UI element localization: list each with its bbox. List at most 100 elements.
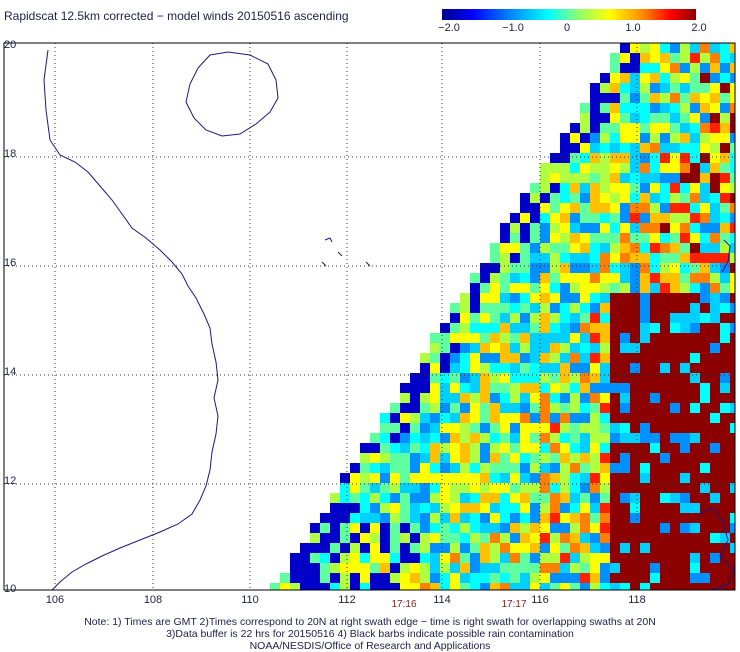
swath-cell: [560, 213, 570, 223]
swath-cell: [540, 253, 550, 263]
swath-cell: [580, 483, 590, 493]
swath-cell: [610, 223, 620, 233]
swath-cell: [690, 453, 700, 463]
swath-cell: [520, 473, 530, 483]
swath-cell: [600, 213, 610, 223]
time-labels: 17:16 17:17: [391, 599, 526, 610]
swath-cell: [630, 183, 640, 193]
swath-cell: [480, 293, 490, 303]
swath-cell: [530, 453, 540, 463]
swath-cell: [670, 473, 680, 483]
swath-cell: [300, 543, 310, 553]
swath-cell: [720, 513, 730, 523]
swath-cell: [390, 423, 400, 433]
swath-cell: [540, 533, 550, 543]
swath-cell: [730, 243, 735, 253]
swath-cell: [540, 243, 550, 253]
swath-cell: [510, 243, 520, 253]
swath-cell: [430, 583, 440, 590]
swath-cell: [620, 73, 630, 83]
swath-cell: [460, 553, 470, 563]
swath-cell: [520, 393, 530, 403]
swath-cell: [440, 443, 450, 453]
swath-cell: [520, 513, 530, 523]
swath-cell: [440, 493, 450, 503]
swath-cell: [700, 363, 710, 373]
swath-cell: [690, 233, 700, 243]
swath-cell: [430, 513, 440, 523]
swath-cell: [670, 233, 680, 243]
swath-cell: [730, 423, 735, 433]
swath-cell: [290, 573, 300, 583]
swath-cell: [520, 243, 530, 253]
swath-cell: [600, 493, 610, 503]
swath-cell: [510, 543, 520, 553]
swath-cell: [730, 53, 735, 63]
hainan-coastline: [185, 51, 279, 137]
swath-cell: [580, 293, 590, 303]
swath-cell: [640, 153, 650, 163]
swath-cell: [560, 573, 570, 583]
swath-cell: [600, 343, 610, 353]
swath-cell: [600, 543, 610, 553]
swath-cell: [470, 513, 480, 523]
swath-cell: [640, 143, 650, 153]
swath-cell: [570, 123, 580, 133]
swath-cell: [440, 373, 450, 383]
swath-cell: [660, 243, 670, 253]
swath-cell: [660, 353, 670, 363]
swath-cell: [530, 383, 540, 393]
swath-cell: [610, 553, 620, 563]
swath-cell: [650, 383, 660, 393]
swath-cell: [480, 333, 490, 343]
swath-cell: [660, 173, 670, 183]
swath-cell: [670, 553, 680, 563]
swath-cell: [500, 243, 510, 253]
swath-cell: [510, 343, 520, 353]
swath-cell: [600, 223, 610, 233]
swath-cell: [640, 53, 650, 63]
swath-cell: [470, 533, 480, 543]
swath-cell: [670, 123, 680, 133]
swath-cell: [610, 63, 620, 73]
swath-cell: [660, 143, 670, 153]
swath-cell: [630, 53, 640, 63]
swath-cell: [660, 583, 670, 590]
swath-cell: [700, 493, 710, 503]
swath-cell: [400, 513, 410, 523]
swath-cell: [670, 413, 680, 423]
swath-cell: [730, 553, 735, 563]
swath-cell: [390, 453, 400, 463]
swath-cell: [610, 473, 620, 483]
swath-cell: [430, 393, 440, 403]
swath-cell: [710, 193, 720, 203]
swath-cell: [520, 313, 530, 323]
swath-cell: [590, 483, 600, 493]
swath-cell: [410, 433, 420, 443]
swath-cell: [500, 313, 510, 323]
swath-cell: [560, 563, 570, 573]
swath-cell: [640, 383, 650, 393]
swath-cell: [350, 493, 360, 503]
swath-cell: [710, 323, 720, 333]
swath-cell: [440, 533, 450, 543]
swath-cell: [690, 493, 700, 503]
swath-cell: [480, 393, 490, 403]
swath-cell: [600, 433, 610, 443]
swath-cell: [650, 233, 660, 243]
swath-cell: [530, 283, 540, 293]
swath-cell: [460, 303, 470, 313]
swath-cell: [590, 243, 600, 253]
swath-cell: [570, 273, 580, 283]
swath-cell: [620, 63, 630, 73]
swath-cell: [730, 263, 735, 273]
swath-cell: [630, 513, 640, 523]
swath-cell: [410, 493, 420, 503]
swath-cell: [360, 533, 370, 543]
swath-cell: [560, 363, 570, 373]
swath-cell: [590, 213, 600, 223]
swath-cell: [480, 473, 490, 483]
swath-cell: [460, 403, 470, 413]
swath-cell: [540, 203, 550, 213]
swath-cell: [710, 263, 720, 273]
